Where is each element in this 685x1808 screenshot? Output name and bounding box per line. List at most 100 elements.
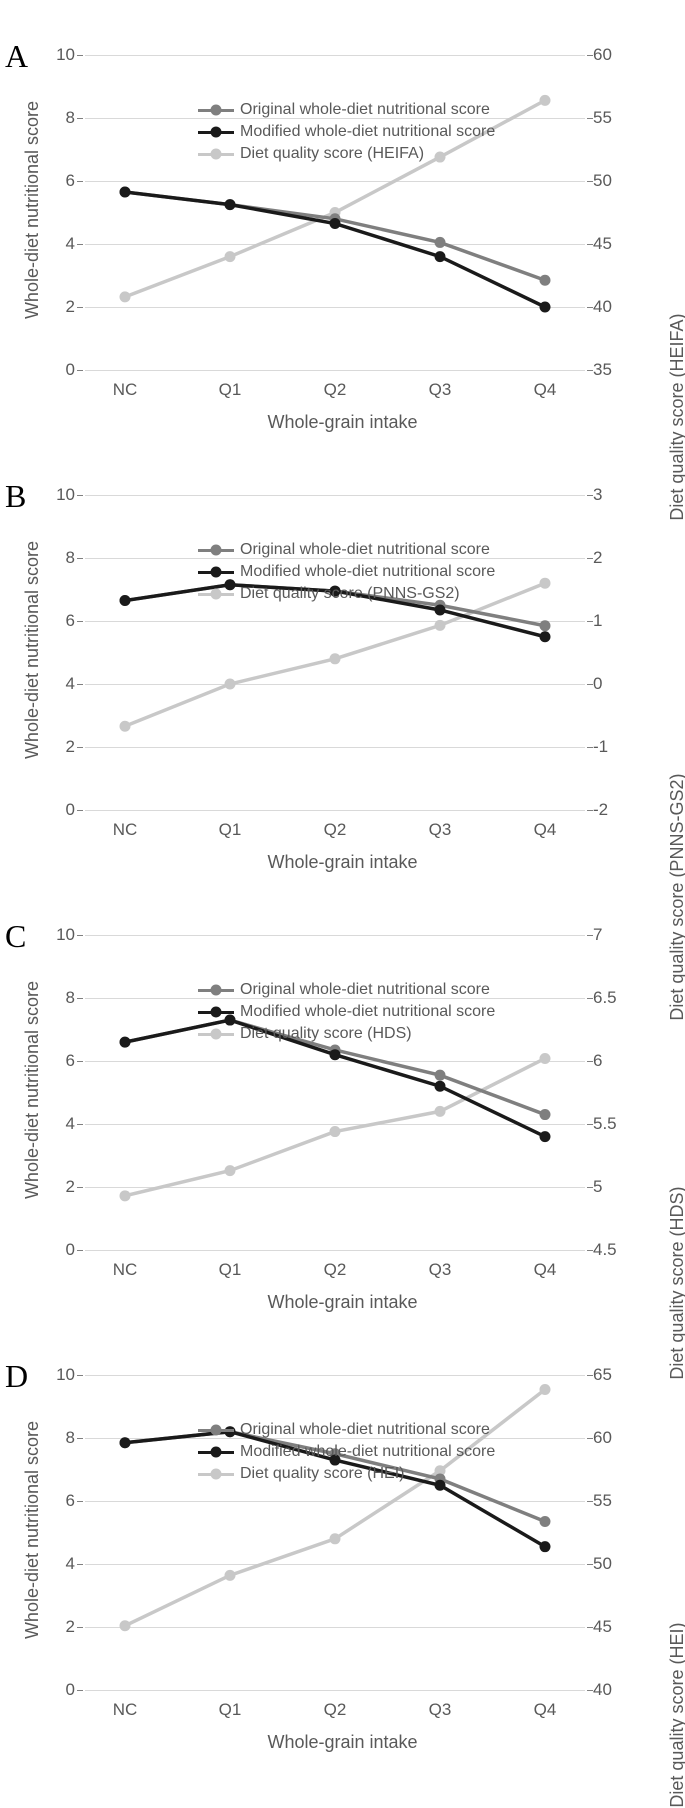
x-tick: Q2 [324,1700,347,1720]
panel-label: A [5,38,28,75]
legend-row-quality: Diet quality score (HEIFA) [198,143,495,165]
y-left-tick: 6 [47,171,75,191]
y-right-tick: 7 [593,925,623,945]
original-marker [435,1070,446,1081]
plot-area: 0246810404550556065NCQ1Q2Q3Q4Original wh… [85,1375,585,1690]
x-tick: Q3 [429,1700,452,1720]
x-tick: NC [113,1700,138,1720]
legend-label: Original whole-diet nutritional score [240,101,490,119]
modified-marker [330,218,341,229]
y-left-tick: 4 [47,674,75,694]
modified-marker [540,1131,551,1142]
quality-marker [540,1384,551,1395]
plot-area: 0246810-2-10123NCQ1Q2Q3Q4Original whole-… [85,495,585,810]
y-left-tick: 0 [47,360,75,380]
y-left-tick: 6 [47,1051,75,1071]
y-right-tick: 60 [593,45,623,65]
modified-marker [435,251,446,262]
y-left-tick: 8 [47,108,75,128]
modified-marker [540,631,551,642]
legend: Original whole-diet nutritional score Mod… [198,99,495,165]
y-right-tick: 55 [593,108,623,128]
original-line [125,192,545,280]
y-right-tick: 55 [593,1491,623,1511]
y-left-label: Whole-diet nutritional score [22,981,43,1199]
y-right-tick: 35 [593,360,623,380]
x-label: Whole-grain intake [267,1732,417,1753]
panel-c: C02468104.555.566.57NCQ1Q2Q3Q4Original w… [10,890,675,1315]
legend-row-quality: Diet quality score (HEI) [198,1463,495,1485]
original-marker [540,620,551,631]
y-left-tick: 2 [47,1617,75,1637]
y-left-tick: 4 [47,234,75,254]
quality-marker [225,679,236,690]
legend-row-quality: Diet quality score (HDS) [198,1023,495,1045]
legend-label: Original whole-diet nutritional score [240,1421,490,1439]
panel-d: D0246810404550556065NCQ1Q2Q3Q4Original w… [10,1330,675,1755]
modified-marker [540,1541,551,1552]
quality-marker [435,620,446,631]
legend-row-modified: Modified whole-diet nutritional score [198,561,495,583]
y-left-tick: 0 [47,800,75,820]
modified-marker [120,187,131,198]
x-tick: Q2 [324,1260,347,1280]
x-label: Whole-grain intake [267,1292,417,1313]
y-left-tick: 2 [47,1177,75,1197]
y-left-tick: 10 [47,485,75,505]
y-right-tick: 65 [593,1365,623,1385]
y-left-label: Whole-diet nutritional score [22,541,43,759]
original-marker [540,275,551,286]
panel-label: B [5,478,26,515]
x-tick: NC [113,820,138,840]
legend-label: Modified whole-diet nutritional score [240,123,495,141]
x-tick: Q1 [219,380,242,400]
panel-label: C [5,918,26,955]
legend: Original whole-diet nutritional score Mod… [198,1419,495,1485]
y-left-tick: 8 [47,1428,75,1448]
y-right-tick: 40 [593,1680,623,1700]
y-left-tick: 6 [47,611,75,631]
x-tick: Q3 [429,1260,452,1280]
y-right-tick: 60 [593,1428,623,1448]
original-marker [540,1516,551,1527]
quality-marker [120,291,131,302]
legend-row-original: Original whole-diet nutritional score [198,1419,495,1441]
x-tick: Q4 [534,1700,557,1720]
modified-marker [120,1437,131,1448]
y-right-tick: -1 [593,737,623,757]
modified-marker [435,1081,446,1092]
legend-label: Diet quality score (HEIFA) [240,145,424,163]
panel-b: B0246810-2-10123NCQ1Q2Q3Q4Original whole… [10,450,675,875]
quality-marker [225,251,236,262]
legend-row-quality: Diet quality score (PNNS-GS2) [198,583,495,605]
quality-marker [330,1126,341,1137]
quality-marker [120,1190,131,1201]
original-marker [435,237,446,248]
original-marker [540,1109,551,1120]
legend-label: Modified whole-diet nutritional score [240,1443,495,1461]
y-right-tick: 0 [593,674,623,694]
quality-marker [435,1106,446,1117]
y-right-tick: 45 [593,1617,623,1637]
x-tick: NC [113,380,138,400]
y-left-tick: 8 [47,548,75,568]
modified-marker [435,604,446,615]
x-tick: Q4 [534,380,557,400]
modified-marker [330,1049,341,1060]
quality-marker [225,1165,236,1176]
y-right-tick: 40 [593,297,623,317]
y-right-tick: 5 [593,1177,623,1197]
x-label: Whole-grain intake [267,412,417,433]
x-tick: Q2 [324,380,347,400]
legend-label: Diet quality score (HDS) [240,1025,412,1043]
y-right-tick: 5.5 [593,1114,623,1134]
x-tick: Q1 [219,1700,242,1720]
legend-row-original: Original whole-diet nutritional score [198,539,495,561]
legend-label: Original whole-diet nutritional score [240,981,490,999]
x-tick: Q3 [429,820,452,840]
x-tick: Q4 [534,1260,557,1280]
quality-marker [540,1053,551,1064]
y-left-tick: 10 [47,925,75,945]
y-right-tick: 4.5 [593,1240,623,1260]
legend-label: Diet quality score (HEI) [240,1465,405,1483]
